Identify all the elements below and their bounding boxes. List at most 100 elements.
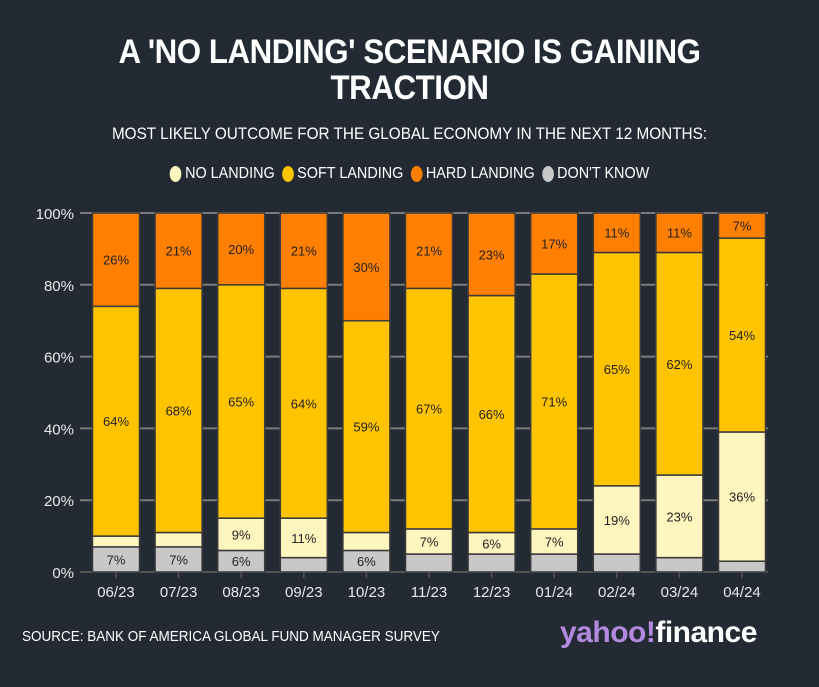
legend-swatch-no-landing (169, 166, 182, 182)
bar-segment-hard-landing (91, 212, 141, 308)
data-label: 7% (545, 534, 564, 549)
legend-label: SOFT LANDING (297, 165, 404, 182)
data-label: 7% (733, 219, 752, 234)
chart-title: A 'NO LANDING' SCENARIO IS GAINING TRACT… (33, 34, 786, 106)
x-axis: 06/23 07/23 08/23 09/23 10/23 11/23 12/23 01/24… (97, 572, 761, 601)
y-tick-label: 40% (44, 421, 74, 438)
bar-segment-don-t-know (91, 546, 141, 573)
bar-segment-soft-landing (154, 287, 203, 534)
bar-stack: 7% 71% 17% (529, 212, 579, 573)
x-tick-label: 03/24 (661, 584, 699, 601)
data-label: 36% (729, 490, 755, 505)
y-tick-label: 100% (36, 206, 74, 223)
bar-segment-no-landing (279, 517, 329, 559)
data-label: 7% (107, 552, 126, 567)
bar-segment-no-landing (216, 517, 266, 552)
data-label: 67% (416, 402, 442, 417)
data-label: 11% (667, 226, 692, 241)
bar-segment-hard-landing (279, 212, 329, 290)
data-label: 68% (166, 403, 192, 418)
data-label: 26% (103, 253, 129, 268)
bar-stack: 36% 54% 7% (717, 212, 767, 573)
bar-segment-don-t-know (655, 556, 704, 573)
bar-stack: 6% 66% 23% (467, 212, 516, 573)
chart-title-line-2: TRACTION (330, 69, 489, 107)
bar-segment-hard-landing (404, 212, 454, 290)
bar-stack: 19% 65% 11% (592, 212, 642, 573)
bars: 7% 64% 26% 7% 68% 21% 6% 9% 65% 20% 11% 64% 21% 6% 59%… (91, 212, 767, 573)
bar-segment-soft-landing (717, 237, 767, 433)
legend: NO LANDING SOFT LANDING HARD LANDING DON… (41, 165, 778, 183)
bar-segment-don-t-know (279, 556, 329, 573)
data-label: 11% (604, 226, 629, 241)
bar-segment-no-landing (154, 531, 203, 548)
data-label: 6% (357, 554, 376, 569)
legend-item-soft-landing: SOFT LANDING (281, 165, 404, 183)
yahoo-finance-logo: yahoo!finance (560, 616, 757, 650)
bar-segment-hard-landing (655, 212, 704, 254)
x-tick-label: 11/23 (411, 584, 447, 601)
bar-segment-hard-landing (342, 212, 391, 322)
bar-segment-hard-landing (529, 212, 579, 275)
bar-segment-soft-landing (592, 251, 642, 487)
x-tick-label: 09/23 (285, 584, 323, 601)
bar-segment-no-landing (717, 431, 767, 562)
bar-segment-soft-landing (529, 273, 579, 530)
bar-stack: 6% 59% 30% (342, 212, 391, 573)
bar-stack: 6% 9% 65% 20% (216, 212, 266, 573)
data-label: 65% (604, 362, 630, 377)
bar-stack: 7% 68% 21% (154, 212, 203, 573)
bar-segment-no-landing (592, 485, 642, 555)
y-axis: 0% 20% 40% 60% 80% 100% (36, 206, 74, 582)
legend-swatch-hard-landing (410, 166, 423, 182)
logo-finance: finance (655, 616, 757, 649)
x-tick-label: 02/24 (598, 584, 636, 601)
bar-stack: 7% 67% 21% (404, 212, 454, 573)
legend-label: NO LANDING (185, 165, 275, 182)
bar-segment-soft-landing (467, 294, 516, 534)
data-label: 23% (479, 247, 505, 262)
data-label: 6% (232, 554, 251, 569)
data-label: 23% (666, 509, 692, 524)
bar-segment-soft-landing (279, 287, 329, 519)
bar-segment-don-t-know (404, 553, 454, 573)
bar-stack: 11% 64% 21% (279, 212, 329, 573)
bar-segment-no-landing (529, 528, 579, 555)
legend-swatch-dont-know (541, 166, 554, 182)
bar-segment-don-t-know (467, 553, 516, 573)
data-label: 7% (169, 552, 188, 567)
data-label: 59% (353, 420, 379, 435)
data-label: 17% (541, 237, 567, 252)
y-tick-label: 60% (44, 350, 74, 367)
data-label: 20% (228, 242, 254, 257)
bar-segment-soft-landing (216, 284, 266, 519)
x-tick-label: 12/23 (473, 584, 511, 601)
data-label: 64% (291, 396, 317, 411)
x-tick-label: 10/23 (348, 584, 386, 601)
bar-stack: 23% 62% 11% (655, 212, 704, 573)
y-tick-label: 0% (52, 565, 74, 582)
x-tick-label: 01/24 (535, 584, 573, 601)
x-tick-label: 08/23 (222, 584, 260, 601)
legend-item-dont-know: DON'T KNOW (541, 165, 649, 183)
chart-subtitle: MOST LIKELY OUTCOME FOR THE GLOBAL ECONO… (111, 124, 708, 143)
x-tick-label: 07/23 (160, 584, 198, 601)
data-label: 54% (729, 328, 755, 343)
bar-segment-no-landing (91, 535, 141, 548)
data-label: 21% (416, 244, 442, 259)
legend-swatch-soft-landing (281, 166, 294, 182)
bar-segment-don-t-know (529, 553, 579, 573)
x-tick-label: 04/24 (723, 584, 761, 601)
data-label: 30% (353, 260, 379, 275)
data-label: 7% (420, 534, 439, 549)
bar-segment-don-t-know (592, 553, 642, 573)
bar-segment-hard-landing (467, 212, 516, 297)
data-label: 11% (291, 531, 316, 546)
data-label: 65% (228, 394, 254, 409)
bar-segment-hard-landing (592, 212, 642, 254)
data-label: 6% (482, 536, 501, 551)
bar-segment-soft-landing (91, 305, 141, 537)
data-label: 9% (232, 527, 251, 542)
data-label: 66% (479, 407, 505, 422)
